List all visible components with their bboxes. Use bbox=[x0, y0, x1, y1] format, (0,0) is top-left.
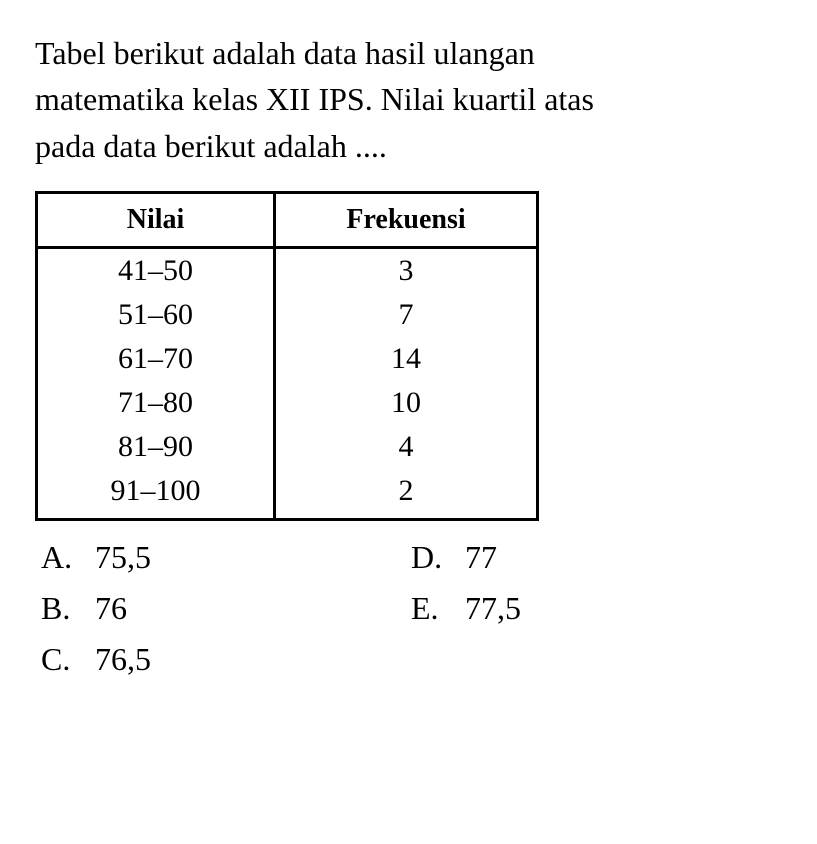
table-row: 61–70 14 bbox=[37, 337, 538, 381]
question-line-1: Tabel berikut adalah data hasil ulangan bbox=[35, 35, 535, 71]
cell-frekuensi: 4 bbox=[275, 425, 538, 469]
option-value: 77 bbox=[465, 539, 497, 576]
cell-frekuensi: 14 bbox=[275, 337, 538, 381]
option-letter: B. bbox=[41, 590, 95, 627]
option-b: B. 76 bbox=[41, 590, 411, 627]
cell-nilai: 91–100 bbox=[37, 469, 275, 520]
cell-frekuensi: 2 bbox=[275, 469, 538, 520]
cell-frekuensi: 3 bbox=[275, 248, 538, 294]
option-letter: C. bbox=[41, 641, 95, 678]
option-d: D. 77 bbox=[411, 539, 787, 576]
option-value: 76 bbox=[95, 590, 127, 627]
frequency-table: Nilai Frekuensi 41–50 3 51–60 7 61–70 14… bbox=[35, 191, 539, 521]
table-row: 71–80 10 bbox=[37, 381, 538, 425]
cell-nilai: 71–80 bbox=[37, 381, 275, 425]
table-row: 51–60 7 bbox=[37, 293, 538, 337]
cell-nilai: 81–90 bbox=[37, 425, 275, 469]
table-row: 91–100 2 bbox=[37, 469, 538, 520]
cell-frekuensi: 7 bbox=[275, 293, 538, 337]
cell-nilai: 41–50 bbox=[37, 248, 275, 294]
option-value: 77,5 bbox=[465, 590, 521, 627]
option-value: 75,5 bbox=[95, 539, 151, 576]
option-letter: A. bbox=[41, 539, 95, 576]
table-row: 81–90 4 bbox=[37, 425, 538, 469]
option-e: E. 77,5 bbox=[411, 590, 787, 627]
question-line-2: matematika kelas XII IPS. Nilai kuartil … bbox=[35, 81, 594, 117]
cell-frekuensi: 10 bbox=[275, 381, 538, 425]
header-nilai: Nilai bbox=[37, 193, 275, 248]
option-a: A. 75,5 bbox=[41, 539, 411, 576]
option-letter: E. bbox=[411, 590, 465, 627]
cell-nilai: 61–70 bbox=[37, 337, 275, 381]
cell-nilai: 51–60 bbox=[37, 293, 275, 337]
answer-options: A. 75,5 D. 77 B. 76 E. 77,5 C. 76,5 bbox=[41, 539, 787, 678]
question-text: Tabel berikut adalah data hasil ulangan … bbox=[35, 30, 787, 169]
option-c: C. 76,5 bbox=[41, 641, 411, 678]
option-letter: D. bbox=[411, 539, 465, 576]
table-row: 41–50 3 bbox=[37, 248, 538, 294]
table-header-row: Nilai Frekuensi bbox=[37, 193, 538, 248]
header-frekuensi: Frekuensi bbox=[275, 193, 538, 248]
question-line-3: pada data berikut adalah .... bbox=[35, 128, 387, 164]
option-value: 76,5 bbox=[95, 641, 151, 678]
